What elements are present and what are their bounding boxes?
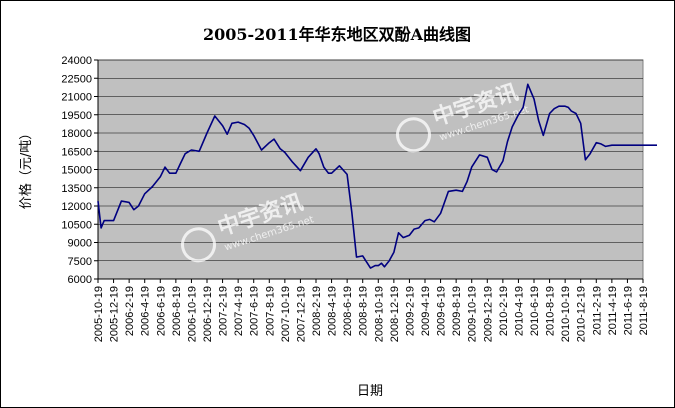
x-tick-label: 2009-10-19 <box>467 286 479 342</box>
x-tick-label: 2009-6-19 <box>436 286 448 336</box>
y-axis-label: 价格（元/吨） <box>18 127 34 209</box>
watermark-logo-icon <box>396 117 432 153</box>
x-tick-label: 2007-4-19 <box>233 286 245 336</box>
chart-title: 2005-2011年华东地区双酚A曲线图 <box>203 25 471 44</box>
x-tick-label: 2008-8-19 <box>358 286 370 336</box>
y-tick-label: 9000 <box>68 238 92 250</box>
x-tick-label: 2009-2-19 <box>404 286 416 336</box>
x-tick-label: 2010-10-19 <box>560 286 572 342</box>
y-tick-label: 10500 <box>61 219 92 231</box>
x-tick-label: 2007-10-19 <box>280 286 292 342</box>
x-axis-label: 日期 <box>357 384 383 399</box>
x-tick-label: 2011-8-19 <box>638 286 650 335</box>
x-tick-label: 2006-8-19 <box>171 286 183 336</box>
x-tick-label: 2009-12-19 <box>482 286 494 342</box>
x-tick-label: 2008-2-19 <box>311 286 323 336</box>
x-tick-label: 2010-2-19 <box>498 286 510 336</box>
x-tick-label: 2008-6-19 <box>342 286 354 336</box>
x-tick-label: 2010-8-19 <box>545 286 557 336</box>
y-tick-label: 18000 <box>61 128 92 140</box>
x-tick-label: 2005-12-19 <box>109 286 121 342</box>
y-tick-label: 7500 <box>68 256 92 268</box>
x-tick-label: 2006-2-19 <box>124 286 136 336</box>
x-tick-label: 2005-10-19 <box>93 286 105 342</box>
x-tick-label: 2007-2-19 <box>218 286 230 336</box>
x-tick-label: 2007-8-19 <box>264 286 276 336</box>
x-tick-label: 2006-6-19 <box>155 286 167 336</box>
x-tick-label: 2006-10-19 <box>186 286 198 342</box>
x-tick-label: 2007-6-19 <box>249 286 261 336</box>
x-tick-label: 2011-4-19 <box>607 286 619 335</box>
y-tick-label: 6000 <box>68 274 92 286</box>
series-line <box>97 83 657 269</box>
x-axis: 2005-10-19 2005-12-19 2006-2-19 2006-4-19 20… <box>93 278 650 342</box>
x-tick-label: 2008-10-19 <box>373 286 385 342</box>
x-tick-label: 2008-12-19 <box>389 286 401 342</box>
x-tick-label: 2007-12-19 <box>295 286 307 342</box>
y-tick-label: 12000 <box>61 201 92 213</box>
y-tick-label: 19500 <box>61 110 92 122</box>
x-tick-label: 2010-6-19 <box>529 286 541 336</box>
y-tick-label: 13500 <box>61 183 92 195</box>
x-tick-label: 2008-4-19 <box>327 286 339 336</box>
x-tick-label: 2009-8-19 <box>451 286 463 336</box>
grid-lines <box>98 59 643 280</box>
y-tick-label: 16500 <box>61 146 92 158</box>
y-tick-label: 15000 <box>61 165 92 177</box>
x-tick-label: 2010-12-19 <box>576 286 588 342</box>
series-layer <box>97 83 657 269</box>
x-tick-label: 2011-2-19 <box>591 286 603 335</box>
y-tick-label: 24000 <box>61 55 92 67</box>
x-tick-label: 2010-4-19 <box>513 286 525 336</box>
x-tick-label: 2006-12-19 <box>202 286 214 342</box>
y-tick-label: 22500 <box>61 73 92 85</box>
y-axis: 6000 7500 9000 10500 12000 13500 15000 16500 180… <box>61 55 99 286</box>
x-tick-label: 2006-4-19 <box>140 286 152 336</box>
watermark-logo-icon <box>181 227 217 263</box>
x-tick-label: 2011-6-19 <box>622 286 634 335</box>
x-tick-label: 2009-4-19 <box>420 286 432 336</box>
y-tick-label: 21000 <box>61 92 92 104</box>
